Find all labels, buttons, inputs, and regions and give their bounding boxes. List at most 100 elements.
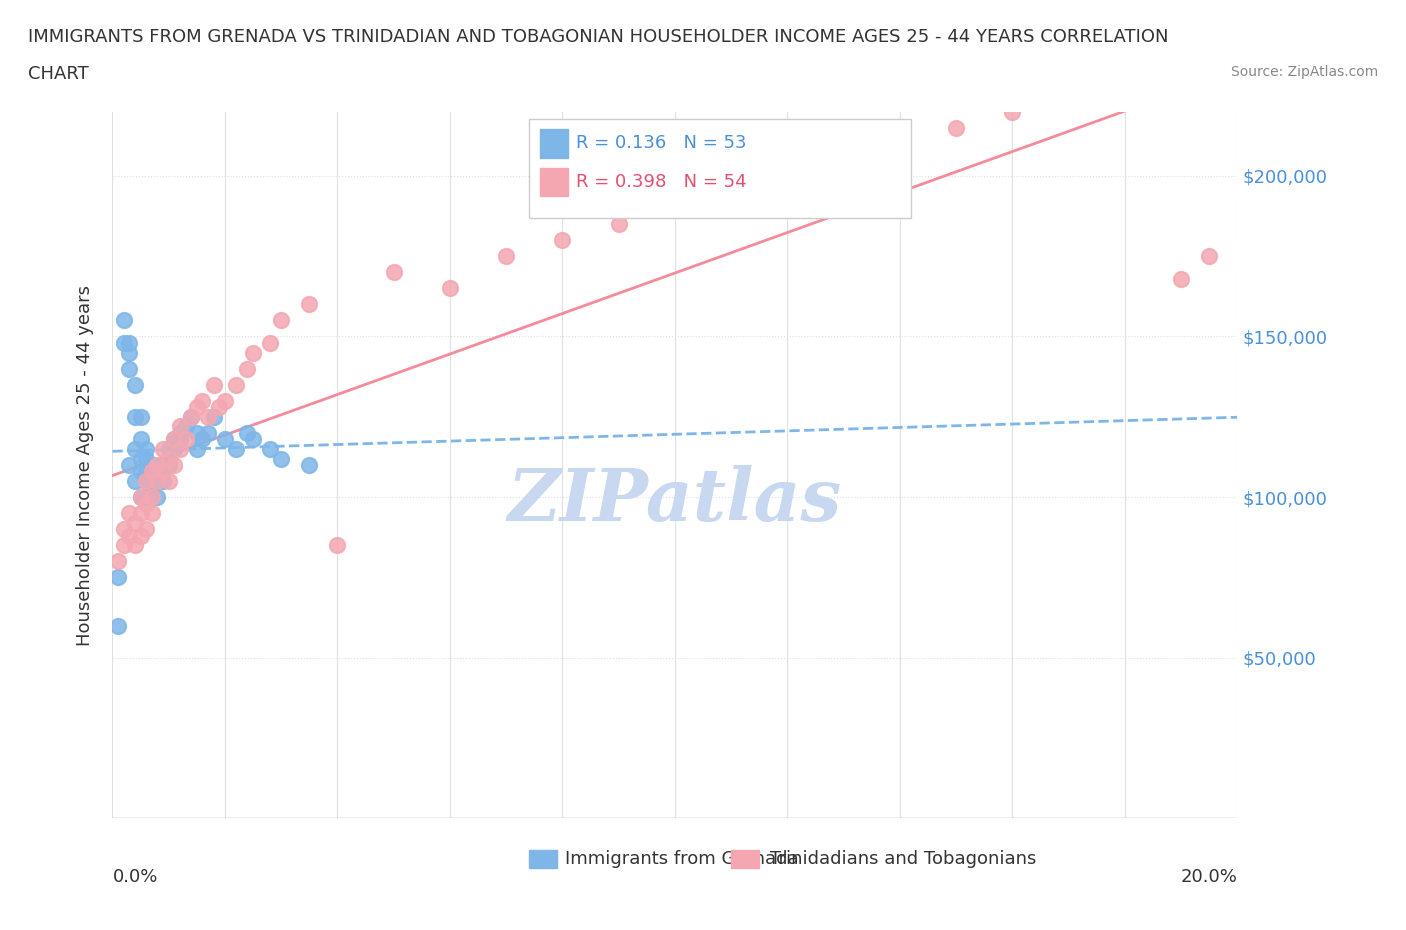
Point xyxy=(157,451,180,466)
Point xyxy=(141,473,163,488)
Text: R = 0.136   N = 53: R = 0.136 N = 53 xyxy=(585,147,755,165)
Point xyxy=(169,432,191,446)
Point xyxy=(186,425,208,440)
FancyBboxPatch shape xyxy=(731,850,759,868)
Point xyxy=(157,458,180,472)
Point xyxy=(236,361,259,376)
Point xyxy=(152,442,174,457)
Point xyxy=(157,442,180,457)
Point xyxy=(146,490,169,505)
Point xyxy=(129,490,152,505)
Point xyxy=(163,442,186,457)
Point xyxy=(141,490,163,505)
Point xyxy=(129,432,152,446)
Point xyxy=(129,490,152,505)
Point xyxy=(118,336,141,351)
Point xyxy=(180,409,202,424)
Point xyxy=(107,554,129,569)
Text: 0.0%: 0.0% xyxy=(112,868,157,886)
Point xyxy=(1001,104,1024,119)
Point xyxy=(135,451,157,466)
Point xyxy=(186,442,208,457)
Point xyxy=(107,618,129,633)
Point xyxy=(169,425,191,440)
Point xyxy=(186,400,208,415)
Point xyxy=(298,458,321,472)
Point xyxy=(1170,272,1192,286)
Point xyxy=(163,458,186,472)
Y-axis label: Householder Income Ages 25 - 44 years: Householder Income Ages 25 - 44 years xyxy=(76,285,94,645)
Point xyxy=(129,506,152,521)
Text: Trinidadians and Tobagonians: Trinidadians and Tobagonians xyxy=(770,850,1036,869)
Point xyxy=(129,451,152,466)
Point xyxy=(135,473,157,488)
Point xyxy=(135,464,157,479)
Point xyxy=(146,473,169,488)
Point xyxy=(152,464,174,479)
Point xyxy=(146,458,169,472)
Point xyxy=(197,409,219,424)
Point xyxy=(439,281,461,296)
Point xyxy=(118,528,141,543)
Point xyxy=(270,313,292,328)
Point xyxy=(141,464,163,479)
Text: R = 0.398   N = 54: R = 0.398 N = 54 xyxy=(576,173,747,192)
Point xyxy=(169,419,191,434)
Point xyxy=(124,473,146,488)
Point xyxy=(236,425,259,440)
Point xyxy=(152,464,174,479)
Point xyxy=(776,168,799,183)
Point xyxy=(163,432,186,446)
Point xyxy=(382,265,405,280)
Point xyxy=(551,232,574,247)
Point xyxy=(129,464,152,479)
FancyBboxPatch shape xyxy=(529,119,911,218)
Point xyxy=(174,419,197,434)
Point xyxy=(270,451,292,466)
Point xyxy=(720,184,742,199)
Point xyxy=(112,336,135,351)
Point xyxy=(1198,248,1220,263)
Point xyxy=(141,506,163,521)
Point xyxy=(202,409,225,424)
Point xyxy=(124,378,146,392)
Point xyxy=(146,473,169,488)
Point xyxy=(259,442,281,457)
Point xyxy=(118,458,141,472)
Point xyxy=(214,393,236,408)
Point xyxy=(124,442,146,457)
Point xyxy=(945,120,967,135)
Point xyxy=(664,201,686,216)
Point xyxy=(326,538,349,552)
FancyBboxPatch shape xyxy=(529,850,557,868)
Text: CHART: CHART xyxy=(28,65,89,83)
Point xyxy=(118,361,141,376)
Point xyxy=(112,522,135,537)
Text: Immigrants from Grenada: Immigrants from Grenada xyxy=(565,850,799,869)
Point xyxy=(163,432,186,446)
Point xyxy=(191,432,214,446)
Point xyxy=(129,528,152,543)
Point xyxy=(607,217,630,232)
Point xyxy=(141,458,163,472)
Point xyxy=(141,490,163,505)
FancyBboxPatch shape xyxy=(540,129,568,157)
Text: ZIPatlas: ZIPatlas xyxy=(508,465,842,536)
Point xyxy=(1114,88,1136,103)
Text: 20.0%: 20.0% xyxy=(1181,868,1237,886)
Point xyxy=(146,464,169,479)
Point xyxy=(495,248,517,263)
Point xyxy=(152,473,174,488)
Point xyxy=(124,409,146,424)
Point xyxy=(124,515,146,530)
Point xyxy=(298,297,321,312)
Point xyxy=(202,378,225,392)
Point xyxy=(112,538,135,552)
Point xyxy=(157,473,180,488)
Point xyxy=(129,409,152,424)
Point xyxy=(242,432,264,446)
Point xyxy=(180,409,202,424)
Point xyxy=(135,490,157,505)
Point xyxy=(191,393,214,408)
Point xyxy=(197,425,219,440)
